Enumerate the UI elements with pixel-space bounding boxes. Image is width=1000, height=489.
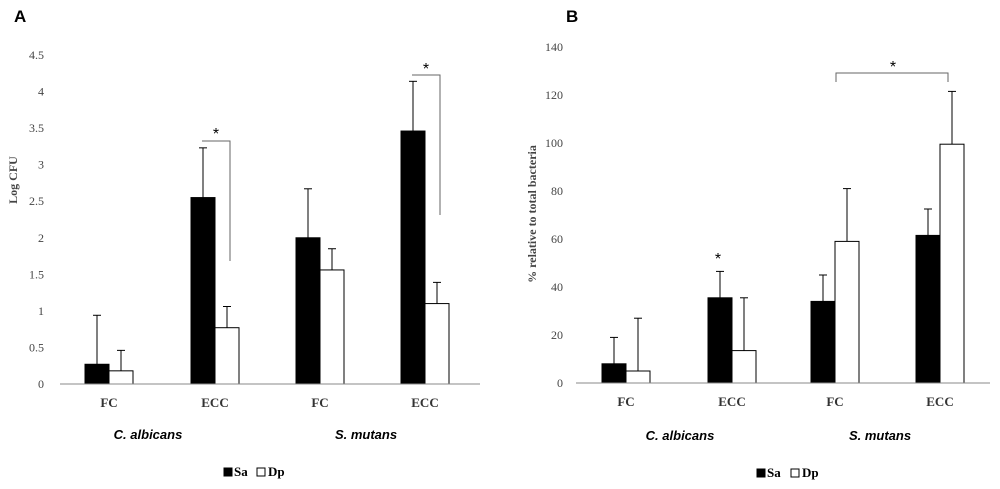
panel-a-bar-sa-1 bbox=[190, 197, 216, 385]
panel-a-bar-dp-2 bbox=[319, 269, 345, 385]
panel-b-y-tick: 100 bbox=[545, 136, 563, 150]
panel-a-bar-sa-2 bbox=[295, 237, 321, 385]
panel-b-x-ticks: FC ECC FC ECC bbox=[617, 394, 953, 409]
panel-a-bar-dp-3 bbox=[424, 303, 450, 385]
panel-a-x-tick-3: ECC bbox=[411, 395, 438, 410]
panel-b-legend-swatch-dp bbox=[790, 468, 800, 478]
panel-a-y-tick: 2 bbox=[38, 231, 44, 245]
panel-b-legend-swatch-sa bbox=[756, 468, 766, 478]
panel-b-bar-sa-1 bbox=[707, 297, 733, 384]
panel-a-group-s-mutans: S. mutans bbox=[335, 427, 397, 442]
panel-b-bar-sa-0 bbox=[601, 363, 627, 384]
panel-a-y-axis-label: Log CFU bbox=[6, 156, 20, 204]
panel-a-x-tick-2: FC bbox=[311, 395, 328, 410]
panel-a-legend-dp: Dp bbox=[268, 464, 285, 479]
panel-b-y-tick: 20 bbox=[551, 328, 563, 342]
panel-b-bar-dp-3 bbox=[939, 143, 965, 384]
panel-a-legend-sa: Sa bbox=[234, 464, 248, 479]
panel-b-bars bbox=[601, 90, 965, 384]
panel-b-star-2: * bbox=[890, 59, 896, 76]
panel-b-y-tick: 120 bbox=[545, 88, 563, 102]
panel-b-bar-sa-2 bbox=[810, 300, 836, 384]
panel-b-legend-sa: Sa bbox=[767, 465, 781, 480]
panel-a-star-2: * bbox=[423, 61, 429, 78]
panel-a-y-tick: 0.5 bbox=[29, 340, 44, 354]
panel-b-group-c-albicans: C. albicans bbox=[646, 428, 715, 443]
panel-b-bar-sa-3 bbox=[915, 234, 941, 384]
panel-b-chart: B % relative to total bacteria 0 20 40 60 80… bbox=[525, 7, 990, 480]
panel-a-x-tick-0: FC bbox=[100, 395, 117, 410]
panel-a-bar-sa-3 bbox=[400, 130, 426, 385]
panel-b-bar-dp-0 bbox=[625, 370, 651, 384]
panel-a-bar-dp-1 bbox=[214, 327, 240, 385]
panel-a-x-tick-1: ECC bbox=[201, 395, 228, 410]
panel-b-letter: B bbox=[566, 7, 578, 26]
panel-a-y-tick: 4.5 bbox=[29, 48, 44, 62]
panel-b-bracket bbox=[835, 72, 949, 82]
panel-b-legend-dp: Dp bbox=[802, 465, 819, 480]
panel-a-letter: A bbox=[14, 7, 26, 26]
panel-b-y-axis-label: % relative to total bacteria bbox=[525, 145, 539, 283]
panel-a-bar-sa-0 bbox=[84, 363, 110, 385]
panel-a-group-c-albicans: C. albicans bbox=[114, 427, 183, 442]
panel-b-group-s-mutans: S. mutans bbox=[849, 428, 911, 443]
panel-a-bracket-1 bbox=[202, 140, 231, 261]
panel-a-y-tick: 1 bbox=[38, 304, 44, 318]
panel-b-x-tick-1: ECC bbox=[718, 394, 745, 409]
panel-a-y-tick: 4 bbox=[38, 85, 44, 99]
panel-a-y-ticks: 0 0.5 1 1.5 2 2.5 3 3.5 4 4.5 bbox=[29, 48, 44, 391]
panel-b-bar-dp-2 bbox=[834, 240, 860, 384]
panel-a-bars bbox=[84, 80, 450, 385]
panel-a-x-ticks: FC ECC FC ECC bbox=[100, 395, 438, 410]
panel-a-y-tick: 2.5 bbox=[29, 194, 44, 208]
panel-a-legend-swatch-sa bbox=[223, 467, 233, 477]
panel-a-y-tick: 3.5 bbox=[29, 121, 44, 135]
panel-a-legend-swatch-dp bbox=[256, 467, 266, 477]
panel-b-star-1: * bbox=[715, 251, 721, 268]
panel-b-x-tick-0: FC bbox=[617, 394, 634, 409]
panel-a-y-tick: 0 bbox=[38, 377, 44, 391]
panel-b-y-ticks: 0 20 40 60 80 100 120 140 bbox=[545, 40, 563, 390]
panel-b-y-tick: 80 bbox=[551, 184, 563, 198]
panel-a-bar-dp-0 bbox=[108, 370, 134, 385]
panel-a-y-tick: 1.5 bbox=[29, 267, 44, 281]
panel-a-bracket-2 bbox=[412, 74, 441, 215]
panel-b-bar-dp-1 bbox=[731, 350, 757, 384]
panel-a-star-1: * bbox=[213, 126, 219, 143]
panel-a-chart: A Log CFU 0 0.5 1 1.5 2 2.5 3 3.5 4 4.5 FC ECC FC EC… bbox=[6, 7, 480, 479]
panel-b-y-tick: 60 bbox=[551, 232, 563, 246]
panel-a-y-tick: 3 bbox=[38, 158, 44, 172]
panel-b-x-tick-3: ECC bbox=[926, 394, 953, 409]
panel-b-y-tick: 140 bbox=[545, 40, 563, 54]
panel-b-y-tick: 0 bbox=[557, 376, 563, 390]
panel-b-x-tick-2: FC bbox=[826, 394, 843, 409]
panel-b-y-tick: 40 bbox=[551, 280, 563, 294]
